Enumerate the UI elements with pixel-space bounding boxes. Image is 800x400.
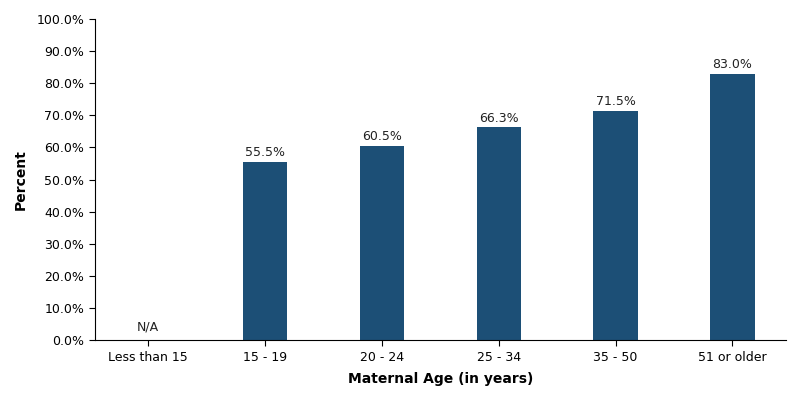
Bar bbox=[710, 74, 754, 340]
Bar bbox=[477, 127, 521, 340]
Text: 55.5%: 55.5% bbox=[245, 146, 285, 159]
Bar bbox=[243, 162, 287, 340]
Text: 71.5%: 71.5% bbox=[596, 95, 635, 108]
Bar bbox=[594, 110, 638, 340]
Bar bbox=[360, 146, 404, 340]
Text: 60.5%: 60.5% bbox=[362, 130, 402, 143]
Text: 66.3%: 66.3% bbox=[479, 112, 518, 125]
Text: 83.0%: 83.0% bbox=[713, 58, 753, 71]
Text: N/A: N/A bbox=[137, 321, 159, 334]
X-axis label: Maternal Age (in years): Maternal Age (in years) bbox=[348, 372, 533, 386]
Y-axis label: Percent: Percent bbox=[14, 149, 28, 210]
